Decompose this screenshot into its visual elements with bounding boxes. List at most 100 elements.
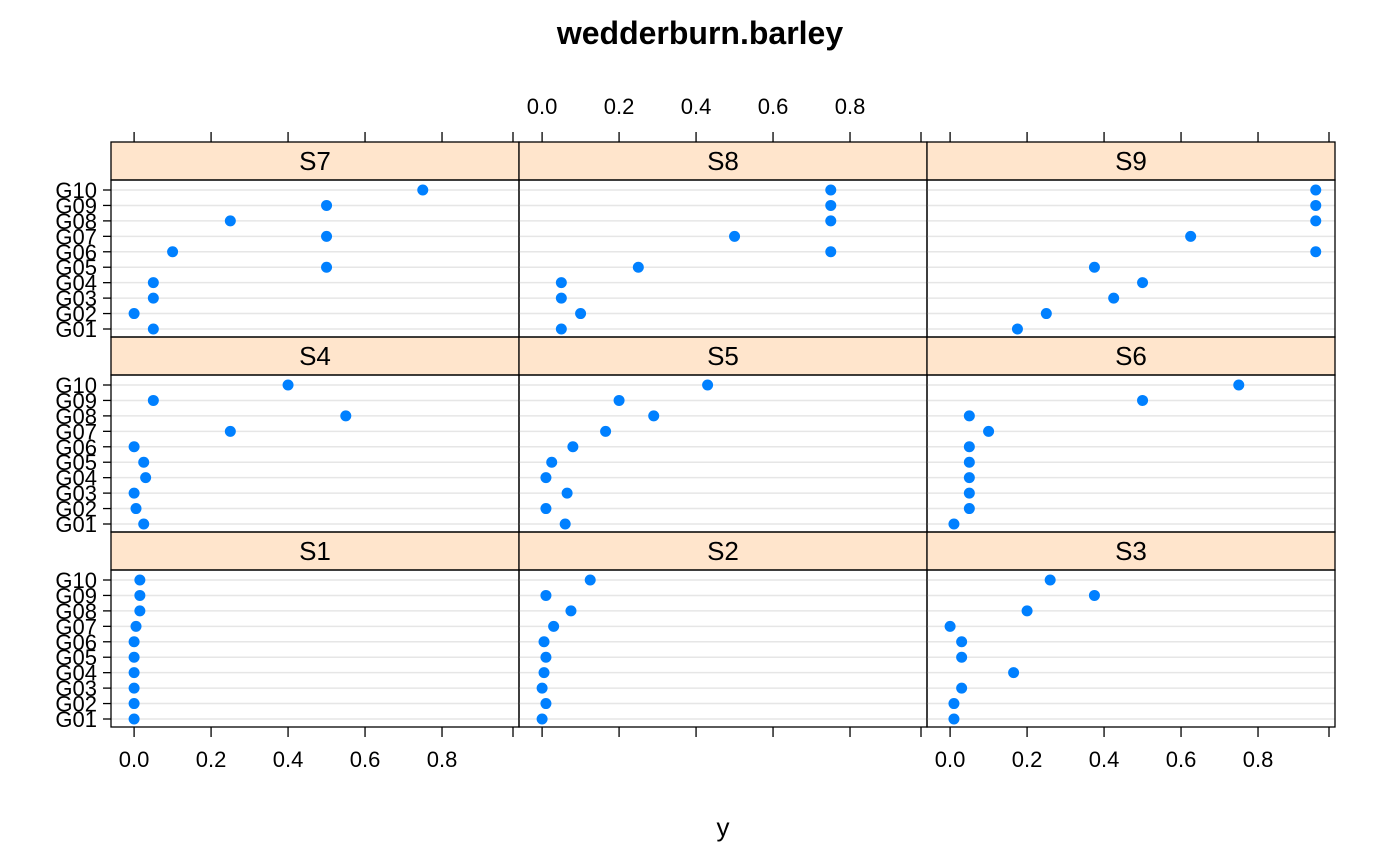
- data-point: [128, 308, 140, 320]
- x-tick-label: 0.4: [273, 747, 304, 772]
- data-point: [134, 574, 146, 586]
- data-point: [140, 472, 152, 484]
- data-point: [540, 503, 552, 515]
- strip-s8: [518, 141, 928, 181]
- data-point: [138, 518, 150, 530]
- y-tick-label: G09: [55, 193, 97, 218]
- strip-label: S5: [707, 341, 739, 371]
- data-point: [321, 230, 333, 242]
- data-point: [1011, 323, 1023, 335]
- strip-label: S1: [299, 536, 331, 566]
- data-point: [1088, 589, 1100, 601]
- y-tick-label: G06: [55, 435, 97, 460]
- data-point: [321, 199, 333, 211]
- strip-label: S7: [299, 146, 331, 176]
- chart-title: wedderburn.barley: [556, 15, 844, 51]
- data-point: [1310, 215, 1322, 227]
- data-point: [147, 323, 159, 335]
- data-point: [536, 713, 548, 725]
- strip-label: S3: [1115, 536, 1147, 566]
- x-tick-label: 0.8: [835, 94, 866, 119]
- x-tick-label: 0.6: [758, 94, 789, 119]
- data-point: [224, 215, 236, 227]
- strip-label: S4: [299, 341, 331, 371]
- data-point: [567, 441, 579, 453]
- y-tick-label: G05: [55, 450, 97, 475]
- x-tick-label: 0.0: [935, 747, 966, 772]
- panel-s9: S9: [926, 141, 1336, 338]
- data-point: [540, 651, 552, 663]
- y-tick-label: G03: [55, 676, 97, 701]
- data-point: [702, 379, 714, 391]
- panel-s3: S3: [926, 531, 1336, 728]
- strip-s9: [926, 141, 1336, 181]
- data-point: [1137, 277, 1149, 289]
- data-point: [565, 605, 577, 617]
- y-tick-label: G10: [55, 568, 97, 593]
- y-tick-label: G04: [55, 271, 97, 296]
- data-point: [1310, 184, 1322, 196]
- data-point: [613, 394, 625, 406]
- x-tick-label: 0.4: [1089, 747, 1120, 772]
- data-point: [559, 518, 571, 530]
- y-tick-label: G07: [55, 419, 97, 444]
- y-tick-label: G02: [55, 497, 97, 522]
- y-tick-label: G05: [55, 645, 97, 670]
- data-point: [282, 379, 294, 391]
- panel-frame: [926, 179, 1336, 338]
- data-point: [584, 574, 596, 586]
- data-point: [1008, 667, 1020, 679]
- panel-s8: S8: [518, 141, 928, 338]
- data-point: [948, 698, 960, 710]
- data-point: [555, 323, 567, 335]
- data-point: [224, 425, 236, 437]
- y-tick-label: G07: [55, 224, 97, 249]
- data-point: [600, 425, 612, 437]
- data-point: [340, 410, 352, 422]
- x-tick-label: 0.0: [119, 747, 150, 772]
- data-point: [128, 713, 140, 725]
- data-point: [130, 503, 142, 515]
- data-point: [417, 184, 429, 196]
- data-point: [1040, 308, 1052, 320]
- x-axis-label: y: [717, 812, 730, 842]
- data-point: [538, 636, 550, 648]
- strip-s7: [110, 141, 520, 181]
- y-tick-label: G08: [55, 599, 97, 624]
- data-point: [548, 620, 560, 632]
- strip-s1: [110, 531, 520, 571]
- data-point: [825, 199, 837, 211]
- y-tick-label: G04: [55, 466, 97, 491]
- data-point: [1310, 199, 1322, 211]
- data-point: [825, 246, 837, 258]
- data-point: [538, 667, 550, 679]
- x-tick-label: 0.6: [350, 747, 381, 772]
- data-point: [963, 441, 975, 453]
- y-tick-label: G03: [55, 481, 97, 506]
- data-point: [555, 292, 567, 304]
- x-tick-label: 0.2: [1012, 747, 1043, 772]
- data-point: [540, 589, 552, 601]
- y-tick-label: G03: [55, 286, 97, 311]
- data-point: [1108, 292, 1120, 304]
- panel-s2: S2: [518, 531, 928, 728]
- data-point: [963, 487, 975, 499]
- data-point: [147, 394, 159, 406]
- y-tick-label: G07: [55, 614, 97, 639]
- data-point: [134, 605, 146, 617]
- data-point: [138, 456, 150, 468]
- data-point: [1233, 379, 1245, 391]
- data-point: [729, 230, 741, 242]
- data-point: [321, 261, 333, 273]
- data-point: [546, 456, 558, 468]
- data-point: [128, 667, 140, 679]
- data-point: [963, 456, 975, 468]
- x-tick-label: 0.2: [604, 94, 635, 119]
- y-tick-label: G08: [55, 404, 97, 429]
- data-point: [147, 292, 159, 304]
